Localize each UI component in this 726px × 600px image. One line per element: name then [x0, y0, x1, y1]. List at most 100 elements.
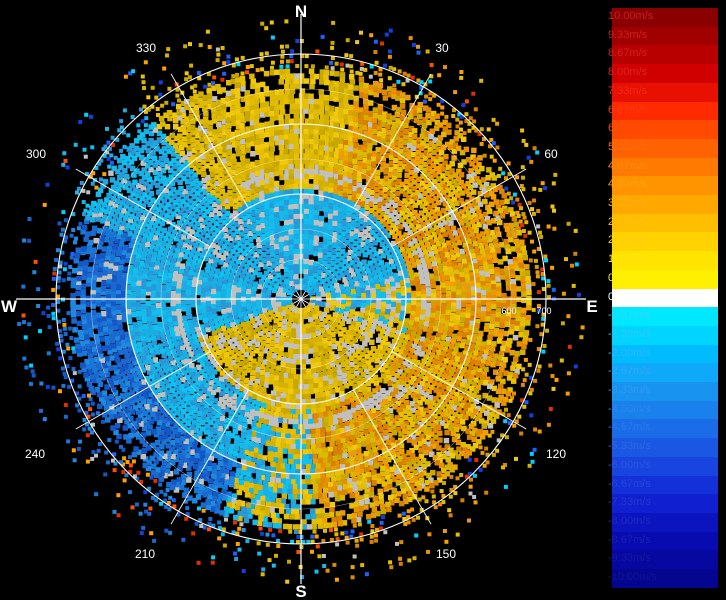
velocity-gate — [332, 204, 339, 210]
velocity-gate — [356, 375, 362, 381]
velocity-gate — [231, 461, 238, 467]
velocity-gate — [337, 449, 343, 455]
velocity-gate — [313, 169, 319, 175]
velocity-gate — [389, 332, 395, 338]
velocity-gate — [169, 440, 175, 446]
velocity-gate — [242, 422, 248, 428]
velocity-gate — [378, 333, 384, 339]
velocity-gate — [216, 137, 223, 144]
velocity-gate — [280, 498, 286, 504]
velocity-gate — [263, 321, 270, 328]
velocity-gate — [166, 416, 172, 422]
velocity-gate — [419, 351, 425, 357]
velocity-gate — [431, 406, 437, 413]
velocity-gate — [293, 188, 299, 194]
velocity-gate — [332, 215, 339, 221]
velocity-gate — [384, 330, 391, 337]
velocity-gate — [278, 231, 285, 237]
velocity-gate — [142, 232, 149, 239]
velocity-gate — [415, 149, 422, 155]
velocity-gate — [224, 406, 230, 413]
velocity-gate — [371, 139, 378, 146]
velocity-gate — [358, 420, 364, 427]
velocity-gate — [207, 275, 213, 282]
velocity-gate — [451, 302, 457, 308]
velocity-gate — [251, 358, 257, 364]
velocity-gate — [292, 374, 299, 380]
velocity-gate — [246, 308, 253, 314]
velocity-gate — [501, 298, 507, 304]
velocity-gate — [130, 301, 136, 307]
velocity-gate — [407, 325, 413, 331]
velocity-gate — [241, 210, 247, 216]
velocity-gate — [346, 188, 353, 195]
velocity-gate — [337, 217, 343, 223]
velocity-gate — [313, 209, 320, 216]
velocity-gate — [273, 211, 280, 218]
velocity-gate — [393, 157, 399, 164]
velocity-gate — [350, 321, 357, 327]
velocity-gate — [273, 421, 279, 428]
velocity-gate — [146, 398, 153, 405]
velocity-gate — [227, 264, 233, 270]
velocity-gate — [150, 227, 156, 233]
velocity-gate — [432, 179, 438, 185]
velocity-gate — [228, 443, 235, 450]
velocity-gate — [136, 280, 142, 286]
velocity-gate — [170, 245, 176, 251]
velocity-gate — [264, 343, 271, 350]
velocity-gate — [333, 183, 339, 190]
velocity-gate — [314, 473, 321, 479]
velocity-gate — [201, 171, 207, 178]
velocity-gate — [105, 282, 112, 288]
velocity-gate — [348, 461, 355, 468]
velocity-gate — [431, 380, 438, 386]
velocity-gate — [456, 423, 462, 430]
velocity-gate — [309, 193, 315, 200]
velocity-gate — [407, 182, 414, 188]
velocity-gate — [387, 401, 394, 407]
velocity-gate — [421, 438, 427, 444]
velocity-gate — [235, 292, 241, 298]
velocity-gate — [460, 254, 467, 260]
velocity-gate — [133, 330, 140, 337]
velocity-gate — [282, 448, 288, 454]
velocity-gate — [324, 176, 330, 182]
velocity-gate — [388, 387, 394, 393]
velocity-gate — [154, 440, 161, 446]
velocity-gate — [324, 130, 330, 136]
velocity-gate — [341, 378, 348, 384]
velocity-gate — [177, 220, 183, 226]
velocity-gate — [320, 291, 327, 297]
velocity-gate — [411, 186, 417, 192]
velocity-gate — [223, 474, 230, 480]
velocity-gate — [363, 216, 370, 223]
velocity-gate — [146, 407, 152, 413]
velocity-gate — [207, 431, 214, 438]
velocity-gate — [393, 151, 399, 157]
velocity-gate — [154, 361, 160, 368]
velocity-gate — [309, 173, 315, 180]
velocity-gate — [277, 457, 284, 464]
velocity-gate — [293, 198, 299, 204]
velocity-gate — [433, 158, 440, 165]
velocity-gate — [334, 403, 341, 409]
velocity-gate — [466, 369, 472, 375]
velocity-gate — [325, 302, 331, 309]
velocity-gate — [158, 267, 164, 273]
velocity-gate — [323, 186, 329, 192]
velocity-gate — [395, 330, 401, 336]
velocity-gate — [285, 433, 291, 440]
velocity-gate — [231, 353, 237, 359]
velocity-gate — [440, 308, 447, 315]
velocity-gate — [409, 347, 416, 354]
velocity-gate — [384, 352, 390, 359]
velocity-gate — [275, 291, 282, 297]
velocity-gate — [317, 382, 324, 388]
velocity-gate — [329, 362, 335, 368]
velocity-gate — [135, 290, 141, 297]
velocity-gate — [319, 119, 325, 125]
velocity-gate — [270, 497, 276, 503]
velocity-gate — [335, 274, 341, 281]
velocity-gate — [273, 343, 280, 349]
